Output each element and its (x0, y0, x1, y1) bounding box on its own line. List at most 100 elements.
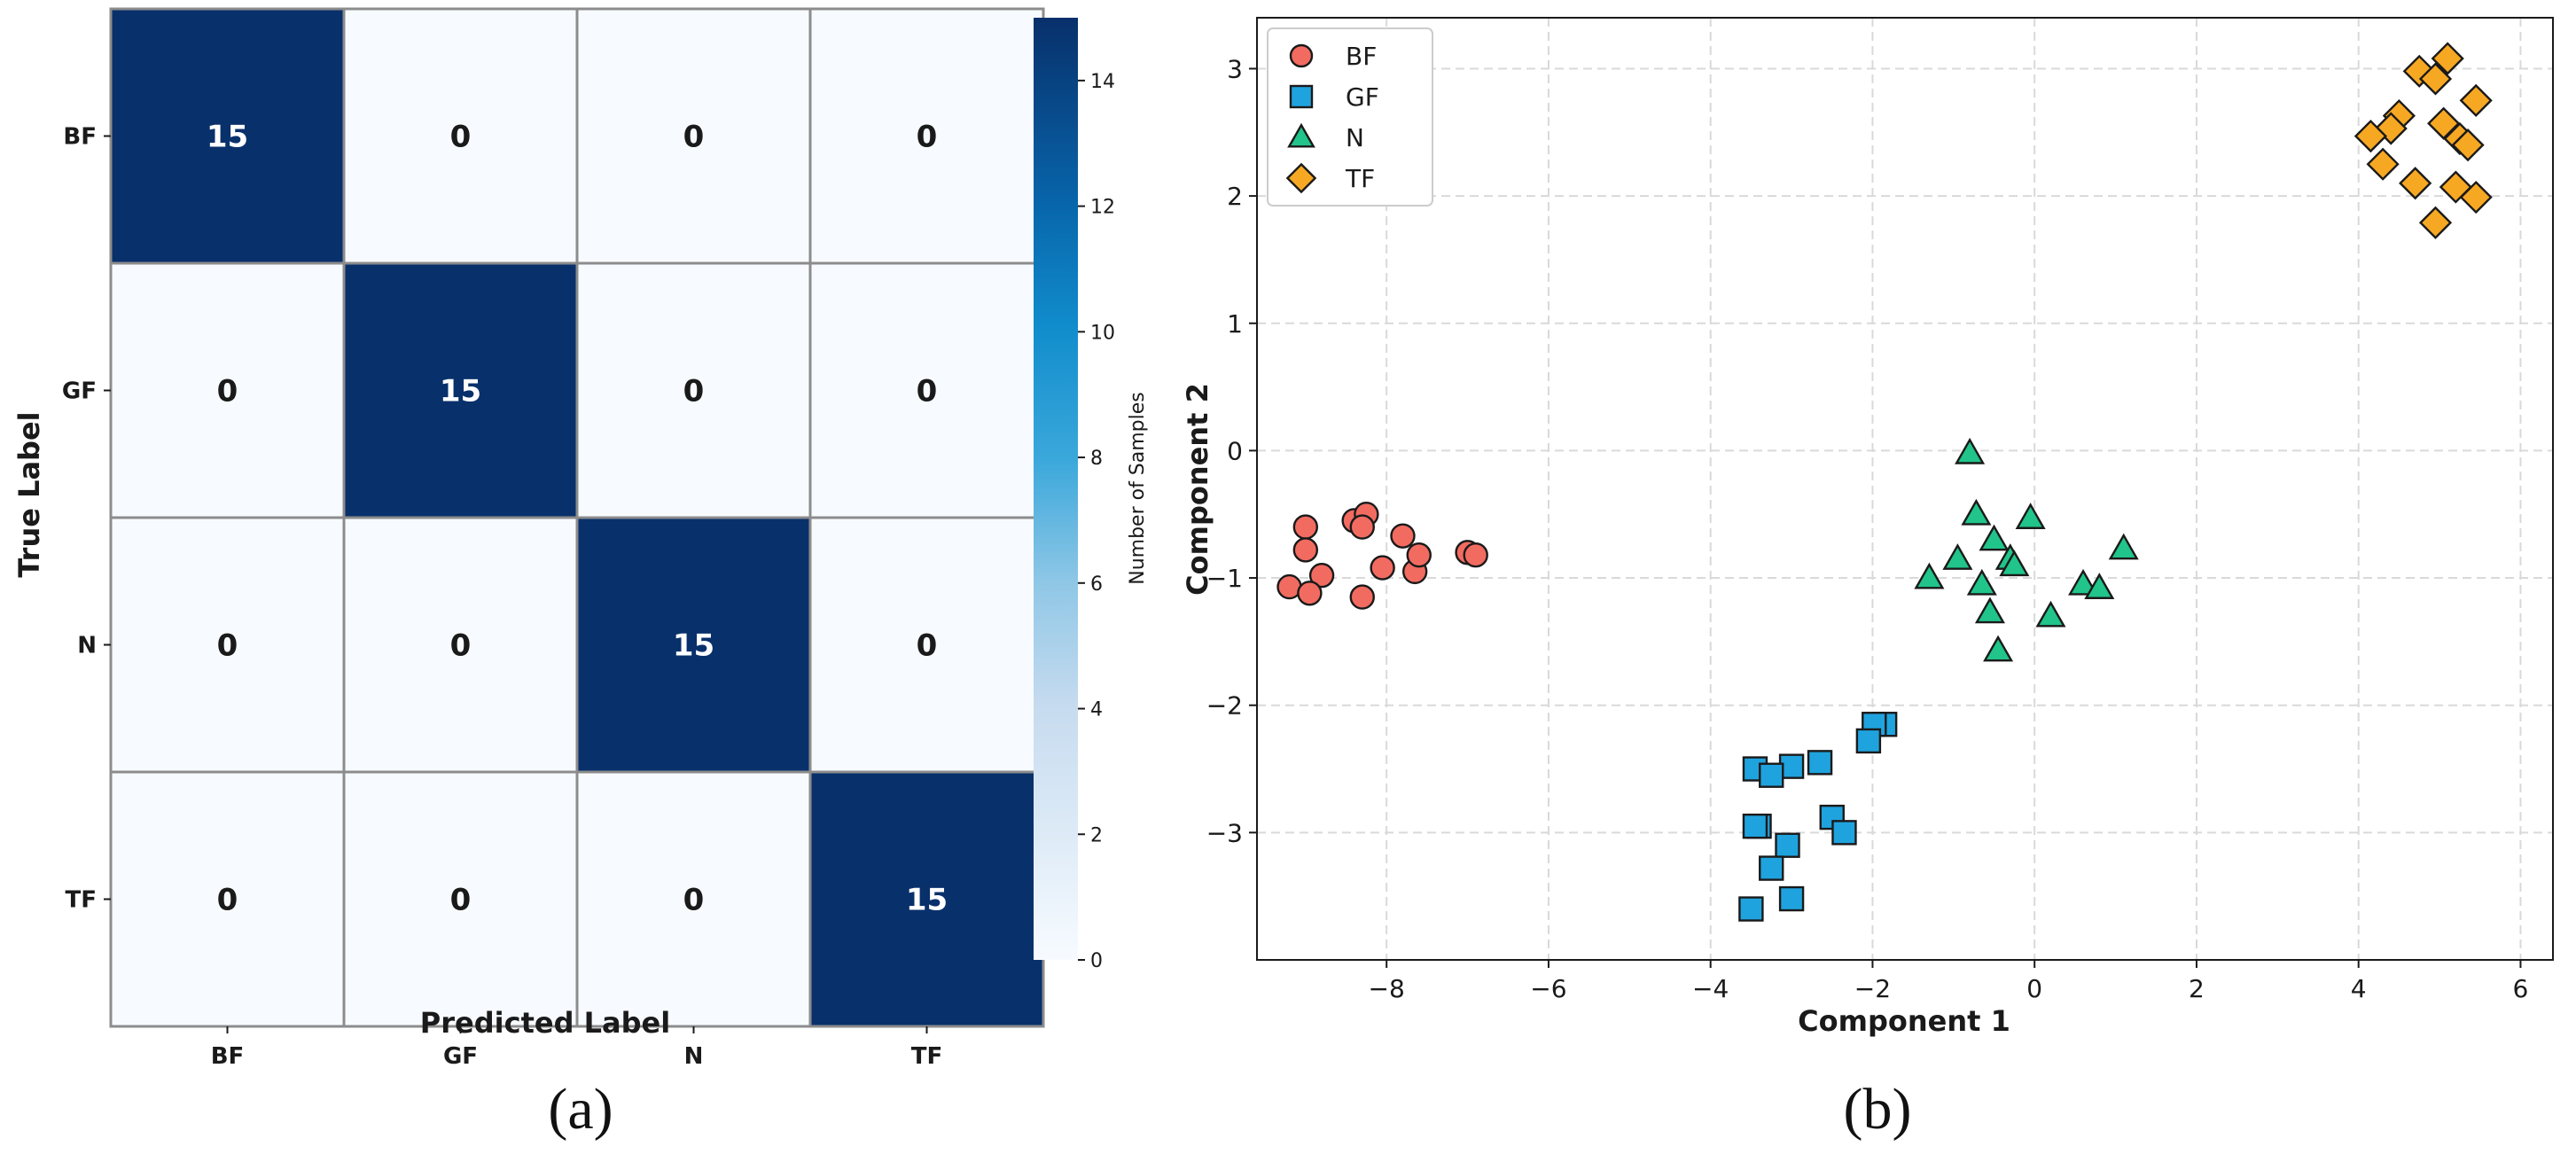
point-gf (1759, 855, 1784, 881)
point-tf (2459, 83, 2493, 117)
heatmap-y-ticks: BF GF N TF (62, 124, 111, 914)
legend: BF GF N TF (1267, 27, 1433, 207)
scatter-x-tick-label: −8 (1369, 974, 1405, 1003)
heatmap-cell-value: 0 (217, 628, 238, 664)
panel-label-b: (b) (1844, 1077, 1912, 1142)
scatter-panel: −8 −6 −4 −2 0 2 4 6 −3 −2 −1 0 1 2 3 Component 1 Comp… (1181, 17, 2554, 1142)
heatmap-cell-value: 0 (450, 883, 472, 918)
point-tf (2354, 119, 2388, 153)
heatmap-x-tick-label: GF (443, 1043, 478, 1070)
point-n (2108, 533, 2139, 560)
heatmap-x-tick-label: N (684, 1043, 704, 1070)
heatmap-x-tick-label: TF (911, 1043, 943, 1070)
heatmap-cell-n-tf (808, 516, 1045, 774)
colorbar (1034, 18, 1078, 960)
point-tf (2374, 112, 2408, 145)
point-tf (2427, 106, 2461, 140)
heatmap-cell-tf-gf (342, 770, 579, 1028)
scatter-y-tick-label: 2 (1227, 182, 1243, 211)
point-tf (2366, 147, 2400, 181)
colorbar-tick-label: 6 (1090, 573, 1103, 596)
colorbar-tick-label: 2 (1090, 824, 1103, 846)
heatmap-cell-values: 15 0 0 0 0 15 0 0 0 0 15 0 0 0 0 15 (207, 120, 948, 918)
scatter-x-ticks: −8 −6 −4 −2 0 2 4 6 (1369, 960, 2529, 1003)
point-bf (1463, 542, 1488, 568)
heatmap-y-tick-label: TF (66, 887, 98, 914)
legend-marker-n (1287, 122, 1315, 148)
point-n (1942, 543, 1973, 570)
heatmap-cell-gf-bf (109, 261, 346, 519)
point-n (2068, 568, 2099, 596)
point-bf (1292, 514, 1319, 540)
point-bf (1292, 537, 1319, 563)
scatter-y-tick-label: −1 (1206, 564, 1243, 593)
legend-items: BF GF N TF (1285, 42, 1379, 194)
scatter-y-tick-label: 0 (1227, 436, 1243, 465)
point-bf (1349, 584, 1375, 610)
point-n (1974, 596, 2005, 624)
heatmap-cell-value: 0 (683, 120, 705, 155)
heatmap-cell-n-gf (342, 516, 579, 774)
legend-box (1267, 27, 1433, 207)
heatmap-cell-value: 0 (917, 628, 938, 664)
heatmap-cell-bf-tf (808, 7, 1045, 265)
colorbar-tick-label: 0 (1090, 950, 1103, 972)
point-n (1914, 562, 1945, 589)
heatmap-x-ticks: BF GF N TF (211, 1026, 943, 1070)
series-bf (1276, 502, 1488, 610)
colorbar-tick-label: 14 (1090, 71, 1115, 93)
point-tf (2402, 54, 2436, 88)
scatter-grid (1257, 18, 2553, 960)
point-n (1961, 498, 1992, 526)
colorbar-tick-label: 12 (1090, 197, 1115, 219)
legend-marker-tf (1285, 162, 1317, 194)
point-bf (1297, 581, 1323, 606)
scatter-x-tick-label: 4 (2351, 974, 2367, 1003)
point-gf (1742, 813, 1768, 839)
point-gf (1738, 896, 1764, 922)
point-gf (1778, 885, 1805, 912)
scatter-plot-frame (1256, 17, 2554, 961)
scatter-x-tick-label: −6 (1530, 974, 1566, 1003)
scatter-y-tick-label: −3 (1206, 818, 1243, 847)
legend-label-gf: GF (1346, 82, 1379, 112)
legend-marker-bf (1289, 43, 1314, 68)
scatter-x-tick-label: 6 (2513, 974, 2529, 1003)
heatmap-cell-tf-bf (109, 770, 346, 1028)
heatmap-y-tick-label: BF (63, 124, 97, 151)
heatmap-y-tick-label: GF (62, 378, 97, 405)
heatmap-x-axis-label: Predicted Label (420, 1006, 670, 1040)
scatter-x-tick-label: 0 (2026, 974, 2042, 1003)
heatmap-cell-tf-tf (808, 770, 1045, 1028)
panel-label-a: (a) (548, 1077, 613, 1142)
colorbar-tick-label: 8 (1090, 448, 1103, 470)
series-n (1914, 437, 2139, 662)
colorbar-tick-label: 10 (1090, 322, 1115, 344)
heatmap-cell-value: 0 (683, 374, 705, 409)
colorbar-tick-label: 4 (1090, 699, 1103, 721)
colorbar-ticks: 0 2 4 6 8 10 12 14 (1078, 71, 1115, 972)
point-gf (1831, 820, 1857, 846)
point-bf (1406, 542, 1432, 568)
point-n (2084, 573, 2115, 599)
heatmap-x-tick-label: BF (211, 1043, 245, 1070)
point-gf (1775, 832, 1800, 858)
heatmap-cell-value: 0 (450, 628, 472, 664)
series-tf (2354, 42, 2493, 239)
heatmap-cell-gf-tf (808, 261, 1045, 519)
heatmap-y-tick-label: N (77, 633, 97, 659)
point-tf (2418, 206, 2453, 239)
heatmap-cell-bf-gf (342, 7, 579, 265)
point-bf (1390, 523, 1416, 549)
heatmap-cell-value: 0 (683, 883, 705, 918)
point-tf (2399, 167, 2432, 200)
heatmap-cell-value: 0 (217, 883, 238, 918)
heatmap-cell-value: 15 (207, 120, 248, 155)
point-bf (1308, 562, 1335, 589)
heatmap-cell-value: 15 (906, 883, 948, 918)
legend-label-bf: BF (1346, 42, 1377, 71)
point-n (1966, 568, 1997, 596)
colorbar-label: Number of Samples (1127, 392, 1149, 585)
scatter-y-axis-label: Component 2 (1181, 383, 1214, 596)
